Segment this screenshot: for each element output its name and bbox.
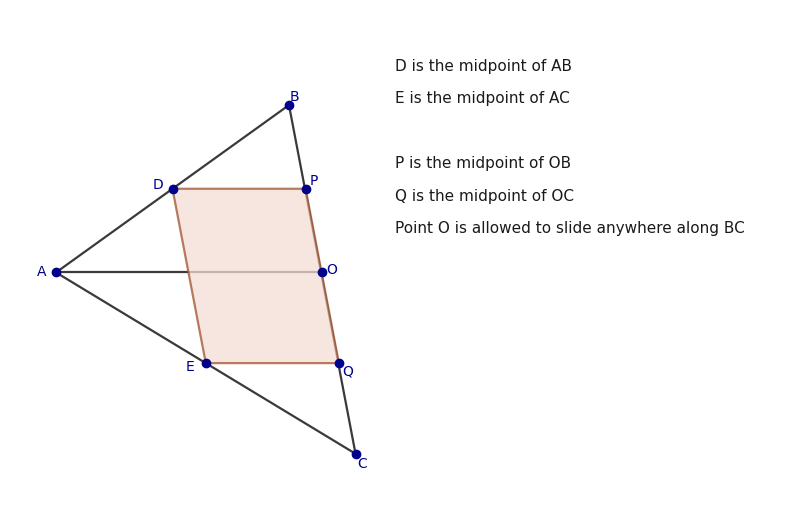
Text: P is the midpoint of OB: P is the midpoint of OB	[395, 156, 572, 171]
Text: D: D	[153, 178, 163, 192]
Text: O: O	[326, 263, 337, 277]
Polygon shape	[173, 189, 339, 363]
Text: E: E	[186, 360, 194, 374]
Text: B: B	[290, 89, 299, 104]
Text: C: C	[358, 457, 367, 471]
Text: D is the midpoint of AB: D is the midpoint of AB	[395, 58, 573, 73]
Text: E is the midpoint of AC: E is the midpoint of AC	[395, 91, 570, 106]
Text: A: A	[37, 265, 46, 280]
Text: Point O is allowed to slide anywhere along BC: Point O is allowed to slide anywhere alo…	[395, 221, 746, 236]
Text: Q is the midpoint of OC: Q is the midpoint of OC	[395, 189, 574, 204]
Text: Q: Q	[342, 364, 353, 378]
Text: P: P	[310, 174, 318, 188]
